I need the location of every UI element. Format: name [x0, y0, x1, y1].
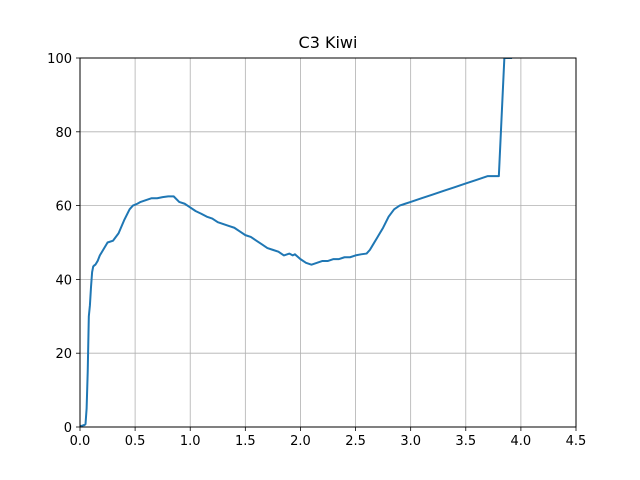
y-tick-label: 0 [64, 421, 72, 436]
series-line [80, 58, 513, 427]
ticks: 0.0 0.5 1.0 1.5 2.0 2.5 3.0 3.5 4.0 4.5 0 20 40 60 80 1… [47, 52, 586, 449]
y-tick-label: 60 [55, 200, 72, 215]
x-tick-label: 0.0 [70, 434, 91, 449]
x-tick-label: 3.5 [455, 434, 476, 449]
x-tick-label: 2.0 [290, 434, 311, 449]
y-tick-label: 40 [55, 273, 72, 288]
y-tick-label: 80 [55, 126, 72, 141]
series-layer [80, 58, 513, 427]
x-tick-label: 1.0 [180, 434, 201, 449]
x-tick-label: 4.0 [511, 434, 532, 449]
x-tick-label: 0.5 [125, 434, 146, 449]
chart-title: C3 Kiwi [299, 33, 358, 52]
x-tick-label: 4.5 [566, 434, 587, 449]
y-tick-label: 100 [47, 52, 72, 67]
x-tick-label: 1.5 [235, 434, 256, 449]
x-tick-label: 2.5 [345, 434, 366, 449]
y-tick-label: 20 [55, 347, 72, 362]
x-tick-label: 3.0 [400, 434, 421, 449]
plot-frame [79, 57, 577, 428]
